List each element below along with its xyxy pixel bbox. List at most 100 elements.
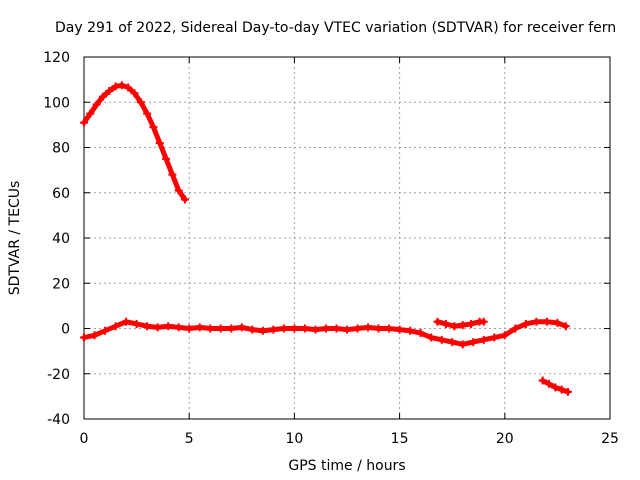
data-point — [174, 186, 183, 195]
data-point — [437, 335, 446, 344]
data-point — [164, 322, 173, 331]
data-point — [561, 322, 570, 331]
data-point — [551, 383, 560, 392]
data-point — [406, 326, 415, 335]
data-point — [130, 89, 139, 98]
data-point — [136, 98, 145, 107]
data-point — [542, 317, 551, 326]
data-point — [450, 322, 459, 331]
x-tick-label: 0 — [80, 431, 89, 447]
data-point — [195, 323, 204, 332]
data-point — [458, 321, 467, 330]
data-point — [180, 195, 189, 204]
data-point — [544, 379, 553, 388]
data-point — [441, 319, 450, 328]
data-point — [86, 109, 95, 118]
data-point — [311, 325, 320, 334]
data-point — [132, 319, 141, 328]
data-point — [521, 319, 530, 328]
data-point — [469, 338, 478, 347]
data-point — [532, 317, 541, 326]
data-point — [216, 324, 225, 333]
data-point — [538, 376, 547, 385]
data-point — [269, 325, 278, 334]
data-point — [80, 118, 88, 127]
data-point — [155, 138, 164, 147]
data-point — [448, 338, 457, 347]
data-point — [80, 333, 88, 342]
data-point — [227, 324, 236, 333]
data-point — [290, 324, 299, 333]
x-tick-label: 5 — [185, 431, 194, 447]
y-tick-label: -40 — [47, 412, 70, 428]
data-point — [557, 385, 566, 394]
data-point — [149, 123, 158, 132]
data-point — [416, 329, 425, 338]
series-layer — [80, 81, 572, 396]
data-point — [353, 324, 362, 333]
data-point — [467, 319, 476, 328]
data-point — [162, 154, 171, 163]
y-tick-label: 120 — [43, 50, 70, 66]
data-point — [374, 324, 383, 333]
data-point — [385, 324, 394, 333]
data-point — [479, 335, 488, 344]
data-point — [124, 83, 133, 92]
data-point — [101, 326, 110, 335]
data-point — [458, 340, 467, 349]
data-point — [279, 324, 288, 333]
data-point — [321, 324, 330, 333]
y-tick-label: 20 — [52, 276, 70, 292]
y-tick-label: 60 — [52, 186, 70, 202]
plot-frame — [83, 56, 611, 420]
data-point — [174, 323, 183, 332]
y-axis-label: SDTVAR / TECUs — [7, 181, 23, 296]
data-point — [479, 317, 488, 326]
series-arc-3 — [433, 317, 488, 331]
data-point — [395, 325, 404, 334]
series-arc-4 — [538, 376, 572, 396]
x-tick-label: 25 — [601, 431, 619, 447]
y-tick-label: -20 — [47, 367, 70, 383]
data-point — [300, 324, 309, 333]
data-point — [185, 324, 194, 333]
data-point — [168, 170, 177, 179]
data-point — [553, 318, 562, 327]
tick-layer: 0 5 10 15 20 25 -40 -20 0 20 40 60 80 100 120 — [43, 50, 619, 447]
data-point — [111, 322, 120, 331]
data-point — [258, 326, 267, 335]
data-point — [433, 317, 442, 326]
series-arc-2 — [80, 317, 570, 349]
data-point — [111, 82, 120, 91]
data-point — [563, 387, 572, 396]
chart-title: Day 291 of 2022, Sidereal Day-to-day VTE… — [55, 20, 616, 36]
data-point — [248, 325, 257, 334]
x-axis-label: GPS time / hours — [288, 458, 405, 474]
y-tick-label: 80 — [52, 141, 70, 157]
data-point — [122, 317, 131, 326]
grid-layer — [84, 57, 610, 419]
data-point — [143, 322, 152, 331]
data-point — [511, 324, 520, 333]
y-tick-label: 100 — [43, 95, 70, 111]
data-point — [343, 325, 351, 334]
data-point — [90, 331, 99, 340]
data-point — [237, 323, 246, 332]
data-point — [105, 86, 114, 95]
data-point — [153, 323, 162, 332]
data-point — [427, 333, 436, 342]
data-point — [500, 331, 509, 340]
data-point — [364, 323, 373, 332]
data-point — [490, 333, 499, 342]
data-point — [332, 324, 341, 333]
data-point — [92, 100, 101, 109]
x-tick-label: 10 — [285, 431, 303, 447]
x-tick-label: 20 — [496, 431, 514, 447]
x-tick-label: 15 — [391, 431, 409, 447]
data-point — [206, 324, 215, 333]
data-point — [98, 92, 107, 101]
data-point — [117, 81, 126, 90]
y-tick-label: 40 — [52, 231, 70, 247]
series-arc-1 — [80, 81, 189, 204]
